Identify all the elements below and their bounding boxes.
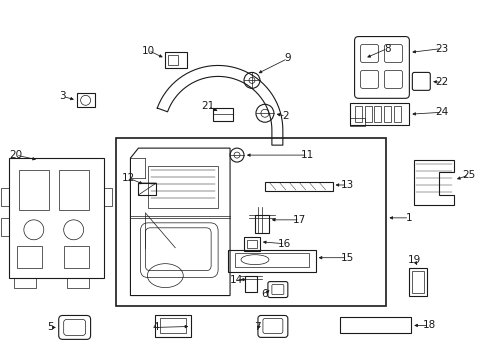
Text: 17: 17: [293, 215, 306, 225]
Text: 20: 20: [9, 150, 23, 160]
Bar: [385, 106, 392, 122]
Text: 11: 11: [301, 150, 315, 160]
Bar: [1, 188, 9, 206]
Bar: [17, 246, 42, 268]
Text: 23: 23: [436, 44, 449, 54]
Text: 4: 4: [152, 323, 159, 332]
Text: 7: 7: [254, 323, 260, 332]
Bar: [59, 170, 89, 210]
Bar: [64, 246, 89, 268]
Bar: [235, 253, 309, 267]
Text: 1: 1: [406, 213, 413, 223]
Text: 18: 18: [423, 320, 436, 330]
Bar: [1, 218, 9, 236]
Text: 2: 2: [283, 111, 289, 121]
Bar: [67, 278, 89, 288]
Text: 15: 15: [341, 253, 354, 263]
Bar: [365, 106, 371, 122]
Text: 10: 10: [142, 45, 155, 55]
Text: 13: 13: [341, 180, 354, 190]
Bar: [19, 170, 49, 210]
Bar: [103, 188, 112, 206]
Bar: [374, 106, 382, 122]
Text: 21: 21: [201, 101, 215, 111]
Text: 6: 6: [262, 289, 268, 298]
Text: 16: 16: [278, 239, 292, 249]
Bar: [394, 106, 401, 122]
Bar: [138, 183, 156, 195]
Bar: [247, 240, 257, 248]
Bar: [255, 215, 269, 233]
Bar: [213, 108, 233, 121]
Bar: [155, 315, 191, 337]
Bar: [148, 166, 218, 208]
Bar: [228, 250, 316, 272]
Bar: [116, 138, 387, 306]
Text: 25: 25: [463, 170, 476, 180]
Bar: [355, 106, 362, 122]
Bar: [76, 93, 95, 107]
Bar: [245, 276, 257, 292]
Text: 3: 3: [59, 91, 66, 101]
Bar: [244, 237, 260, 251]
Bar: [168, 55, 178, 66]
Text: 24: 24: [436, 107, 449, 117]
Bar: [349, 103, 409, 125]
Bar: [413, 271, 424, 293]
Text: 12: 12: [122, 173, 135, 183]
Bar: [265, 182, 333, 191]
Text: 8: 8: [384, 44, 391, 54]
Text: 9: 9: [285, 54, 291, 63]
Bar: [160, 319, 186, 333]
Bar: [9, 158, 103, 278]
Bar: [165, 53, 187, 68]
Text: 22: 22: [436, 77, 449, 87]
Bar: [14, 278, 36, 288]
Bar: [340, 318, 412, 333]
Bar: [409, 268, 427, 296]
Bar: [349, 118, 365, 126]
Text: 5: 5: [48, 323, 54, 332]
Text: 19: 19: [408, 255, 421, 265]
Text: 14: 14: [229, 275, 243, 285]
